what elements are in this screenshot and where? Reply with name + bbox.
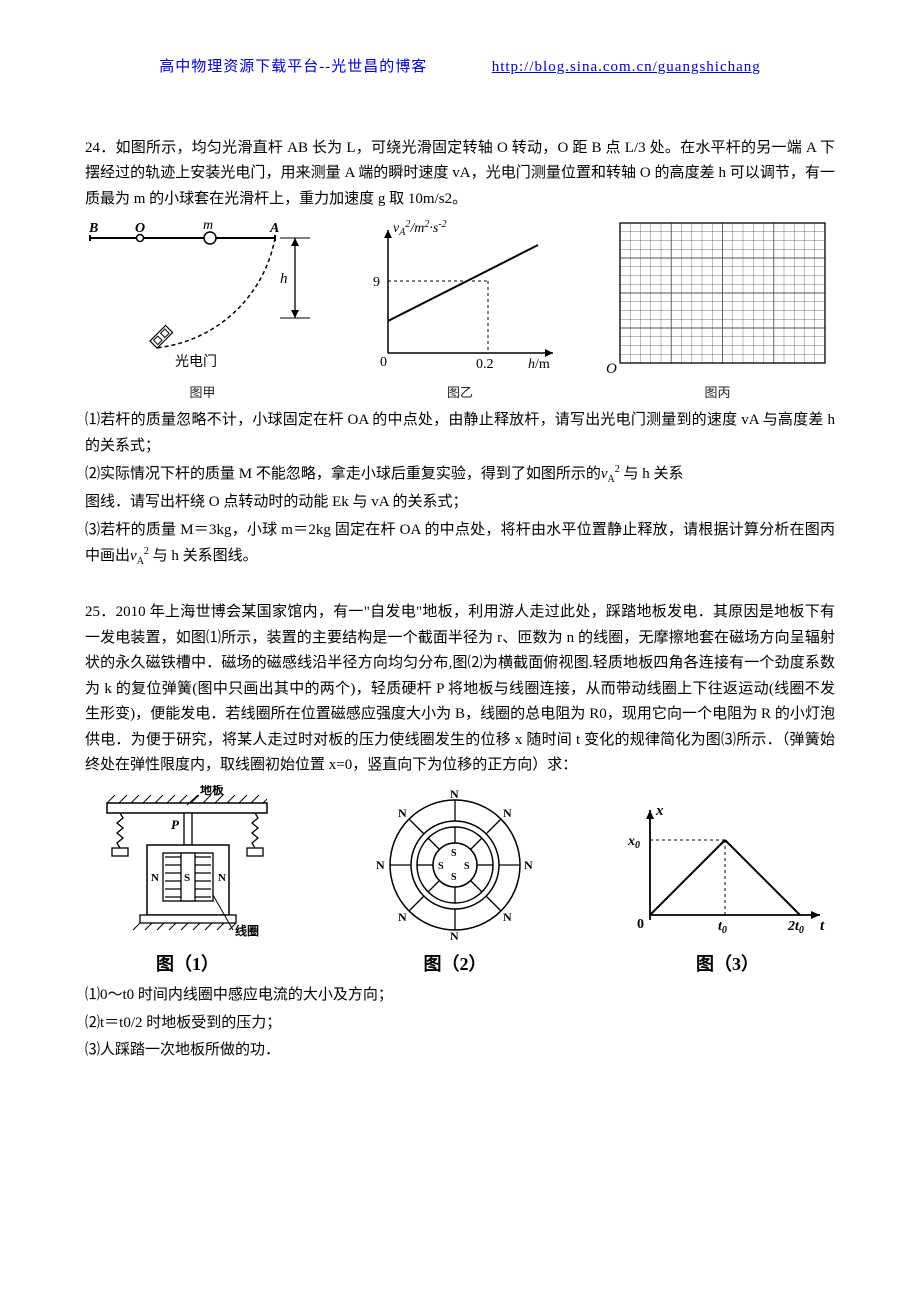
header-url[interactable]: http://blog.sina.com.cn/guangshichang xyxy=(492,59,761,75)
q25-figure-row: 地板 P N xyxy=(85,785,835,980)
q24-fig1-svg: B O m A 光电门 h xyxy=(85,218,320,378)
svg-text:线圈: 线圈 xyxy=(235,923,259,938)
q25-fig2-cell: N N N N N N N N S S S S 图（2） xyxy=(368,785,543,980)
q25-fig3-caption: 图（3） xyxy=(620,949,835,980)
svg-text:m: m xyxy=(203,218,213,233)
svg-text:N: N xyxy=(398,806,407,820)
svg-text:N: N xyxy=(398,910,407,924)
q24-intro-text: 如图所示，均匀光滑直杆 AB 长为 L，可绕光滑固定转轴 O 转动，O 距 B … xyxy=(85,140,835,207)
q24-fig1-caption: 图甲 xyxy=(85,382,320,404)
q25-fig1-cell: 地板 P N xyxy=(85,785,290,980)
svg-text:2t0: 2t0 xyxy=(787,919,804,936)
q24-p3: ⑶若杆的质量 M＝3kg，小球 m＝2kg 固定在杆 OA 的中点处，将杆由水平… xyxy=(85,518,835,571)
svg-text:S: S xyxy=(184,872,190,884)
svg-text:0.2: 0.2 xyxy=(476,357,494,372)
q25-fig1-caption: 图（1） xyxy=(85,949,290,980)
q25-fig2-svg: N N N N N N N N S S S S xyxy=(368,785,543,945)
svg-text:S: S xyxy=(464,861,470,872)
svg-text:N: N xyxy=(376,858,385,872)
q25-p1: ⑴0～t0 时间内线圈中感应电流的大小及方向； xyxy=(85,983,835,1009)
q25-fig1-svg: 地板 P N xyxy=(85,785,290,945)
q24-fig1-cell: B O m A 光电门 h 图甲 xyxy=(85,218,320,404)
q25-intro: 25．2010 年上海世博会某国家馆内，有一"自发电"地板，利用游人走过此处，踩… xyxy=(85,600,835,779)
svg-text:N: N xyxy=(450,929,459,943)
q24-p2: ⑵实际情况下杆的质量 M 不能忽略，拿走小球后重复实验，得到了如图所示的vA2 … xyxy=(85,461,835,488)
page-header: 高中物理资源下载平台--光世昌的博客 http://blog.sina.com.… xyxy=(85,55,835,81)
q25-fig3-svg: x t 0 x0 t0 2t0 xyxy=(620,795,835,945)
svg-text:t: t xyxy=(820,918,825,934)
q24-intro: 24．如图所示，均匀光滑直杆 AB 长为 L，可绕光滑固定转轴 O 转动，O 距… xyxy=(85,136,835,213)
svg-text:N: N xyxy=(503,806,512,820)
q25-p3: ⑶人踩踏一次地板所做的功． xyxy=(85,1038,835,1064)
svg-text:0: 0 xyxy=(637,917,644,932)
svg-text:h: h xyxy=(280,271,288,287)
svg-text:x: x xyxy=(655,803,664,819)
q24-fig3-caption: 图丙 xyxy=(600,382,835,404)
q24-fig2-cell: vA2/m2·s-2 h/m 0 9 0.2 图乙 xyxy=(353,218,568,404)
q24-fig2-svg: vA2/m2·s-2 h/m 0 9 0.2 xyxy=(353,218,568,378)
svg-text:h/m: h/m xyxy=(528,357,550,372)
svg-text:S: S xyxy=(438,861,444,872)
svg-text:N: N xyxy=(450,787,459,801)
svg-text:地板: 地板 xyxy=(200,785,225,797)
svg-text:vA2/m2·s-2: vA2/m2·s-2 xyxy=(393,219,447,238)
q24-figure-row: B O m A 光电门 h 图甲 xyxy=(85,218,835,404)
svg-text:0: 0 xyxy=(380,355,387,370)
svg-text:S: S xyxy=(451,872,457,883)
svg-text:N: N xyxy=(503,910,512,924)
q24-p1: ⑴若杆的质量忽略不计，小球固定在杆 OA 的中点处，由静止释放杆，请写出光电门测… xyxy=(85,408,835,459)
svg-text:B: B xyxy=(88,221,98,236)
q25-intro-text: 2010 年上海世博会某国家馆内，有一"自发电"地板，利用游人走过此处，踩踏地板… xyxy=(85,604,835,773)
q24-p2c: 图线．请写出杆绕 O 点转动时的动能 Ek 与 vA 的关系式； xyxy=(85,490,835,516)
q24-number: 24． xyxy=(85,140,115,156)
svg-text:光电门: 光电门 xyxy=(175,354,217,370)
svg-text:N: N xyxy=(524,858,533,872)
svg-text:N: N xyxy=(151,872,159,884)
svg-text:N: N xyxy=(218,872,226,884)
svg-text:t0: t0 xyxy=(718,919,727,936)
svg-text:A: A xyxy=(269,221,279,236)
svg-text:O: O xyxy=(135,221,145,236)
svg-text:S: S xyxy=(451,848,457,859)
svg-text:P: P xyxy=(171,817,180,832)
q25-fig2-caption: 图（2） xyxy=(368,949,543,980)
q25-number: 25． xyxy=(85,604,116,620)
header-blog-title: 高中物理资源下载平台--光世昌的博客 xyxy=(159,59,427,75)
svg-text:x0: x0 xyxy=(627,834,640,851)
svg-text:O: O xyxy=(606,361,617,377)
q24-fig2-caption: 图乙 xyxy=(353,382,568,404)
svg-text:9: 9 xyxy=(373,275,380,290)
q24-fig3-svg: O xyxy=(600,218,835,378)
q25-p2: ⑵t＝t0/2 时地板受到的压力； xyxy=(85,1011,835,1037)
q24-fig3-cell: O 图丙 xyxy=(600,218,835,404)
q25-fig3-cell: x t 0 x0 t0 2t0 图（3） xyxy=(620,795,835,980)
